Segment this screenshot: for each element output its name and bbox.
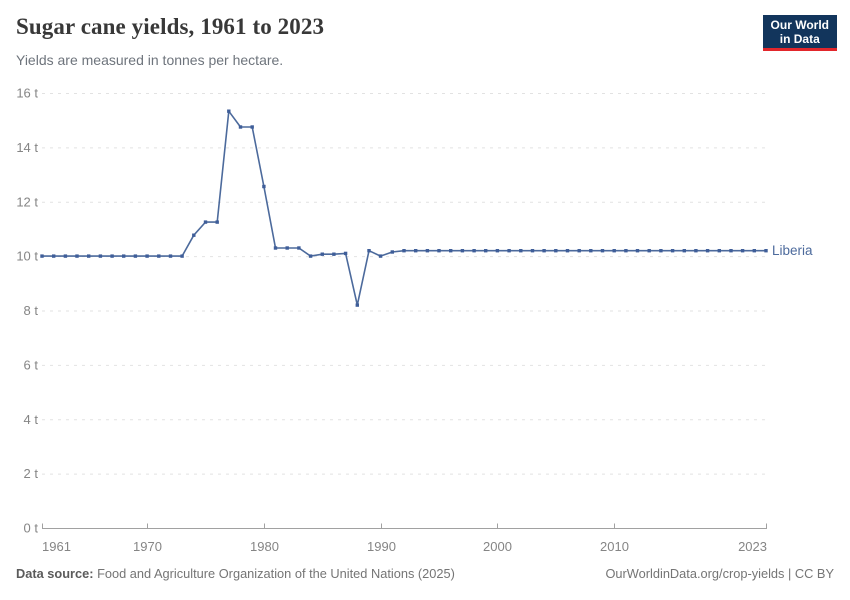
y-tick-label: 16 t [16, 86, 38, 101]
data-point-marker [133, 254, 138, 258]
data-point-marker [343, 251, 348, 256]
data-point-marker [484, 249, 488, 253]
y-tick-label: 8 t [24, 303, 39, 318]
y-tick-label: 0 t [24, 521, 39, 536]
data-point-marker [589, 249, 593, 253]
data-point-marker [320, 252, 324, 256]
data-point-marker [75, 254, 79, 258]
series-line-liberia [42, 110, 766, 306]
data-point-marker [647, 249, 651, 253]
data-point-marker [378, 254, 383, 258]
data-point-marker [157, 254, 161, 258]
x-tick-label: 1990 [367, 539, 396, 554]
data-point-marker [168, 254, 173, 258]
data-point-marker [227, 109, 231, 113]
owid-logo-line2: in Data [779, 32, 820, 46]
data-point-marker [402, 249, 406, 253]
data-point-marker [554, 249, 558, 253]
y-tick-label: 10 t [16, 249, 38, 264]
data-point-marker [425, 249, 430, 253]
data-point-marker [63, 254, 68, 258]
data-point-marker [98, 254, 103, 258]
y-tick-label: 12 t [16, 194, 38, 209]
y-tick-label: 4 t [24, 412, 39, 427]
data-point-marker [273, 246, 278, 250]
data-point-marker [530, 249, 535, 253]
x-tick-label: 1980 [250, 539, 279, 554]
data-point-marker [659, 249, 663, 253]
data-point-marker [472, 249, 476, 253]
series-label-liberia: Liberia [772, 243, 813, 258]
footer-link: OurWorldinData.org/crop-yields | CC BY [605, 566, 834, 581]
chart-title: Sugar cane yields, 1961 to 2023 [16, 14, 325, 39]
data-point-marker [764, 249, 768, 253]
data-point-marker [180, 254, 184, 258]
data-point-marker [355, 303, 359, 307]
data-point-marker [740, 249, 745, 253]
data-point-marker [414, 249, 418, 253]
data-point-marker [670, 249, 675, 253]
data-point-marker [752, 249, 756, 253]
data-point-marker [52, 254, 56, 258]
data-point-marker [262, 184, 266, 189]
x-tick-label: 2010 [600, 539, 629, 554]
data-point-marker [285, 246, 289, 250]
data-point-marker [600, 249, 605, 253]
y-tick-label: 14 t [16, 140, 38, 155]
data-point-marker [449, 249, 453, 253]
owid-logo-line1: Our World [770, 18, 829, 32]
data-point-marker [460, 249, 465, 253]
data-point-marker [332, 252, 336, 256]
y-tick-label: 2 t [24, 466, 39, 481]
data-point-marker [565, 249, 570, 253]
data-point-marker [40, 254, 44, 258]
data-source-text: Food and Agriculture Organization of the… [93, 566, 455, 581]
data-point-marker [717, 249, 721, 253]
data-point-marker [635, 249, 640, 253]
data-point-marker [308, 254, 313, 258]
data-point-marker [624, 249, 628, 253]
data-point-marker [367, 249, 371, 253]
data-point-marker [238, 125, 243, 129]
data-source: Data source: Food and Agriculture Organi… [16, 566, 455, 581]
data-point-marker [122, 254, 126, 258]
data-point-marker [694, 249, 698, 253]
data-point-marker [495, 249, 500, 253]
data-point-marker [542, 249, 546, 253]
data-point-marker [145, 254, 149, 258]
data-point-marker [297, 246, 301, 250]
data-point-marker [729, 249, 733, 253]
x-tick-label: 1961 [42, 539, 71, 554]
x-tick-label: 2000 [483, 539, 512, 554]
data-point-marker [110, 254, 114, 258]
data-point-marker [390, 250, 394, 254]
data-point-marker [250, 125, 254, 129]
data-point-marker [203, 220, 208, 224]
data-point-marker [507, 249, 511, 253]
chart-footer: Data source: Food and Agriculture Organi… [16, 566, 834, 581]
owid-logo: Our World in Data [762, 15, 837, 51]
x-tick-label: 2023 [738, 539, 767, 554]
data-point-marker [519, 249, 523, 253]
data-point-marker [577, 249, 581, 253]
data-point-marker [612, 249, 616, 253]
y-tick-label: 6 t [24, 357, 39, 372]
data-point-marker [215, 220, 219, 224]
x-tick-label: 1970 [133, 539, 162, 554]
data-point-marker [192, 233, 196, 237]
data-source-label: Data source: [16, 566, 94, 581]
data-point-marker [705, 249, 710, 253]
data-point-marker [437, 249, 441, 253]
data-point-marker [87, 254, 91, 258]
data-point-marker [682, 249, 686, 253]
chart-subtitle: Yields are measured in tonnes per hectar… [16, 52, 284, 68]
